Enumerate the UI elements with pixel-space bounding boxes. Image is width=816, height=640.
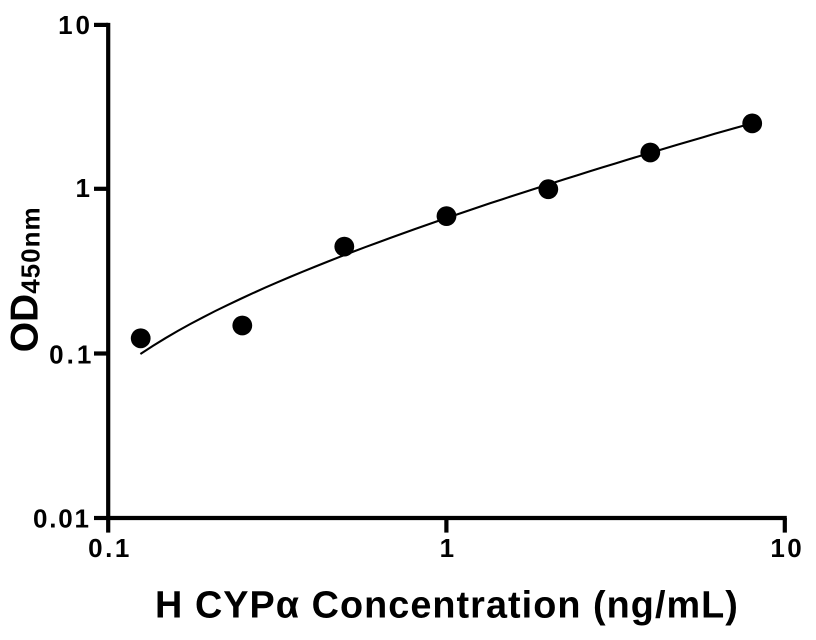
svg-text:10: 10 (770, 533, 804, 563)
svg-text:0.01: 0.01 (33, 503, 91, 533)
svg-text:1: 1 (440, 533, 454, 563)
svg-text:1: 1 (76, 173, 90, 203)
svg-text:H CYPα Concentration (ng/mL): H CYPα Concentration (ng/mL) (155, 585, 739, 627)
svg-text:0.1: 0.1 (88, 533, 132, 563)
svg-text:0.1: 0.1 (49, 339, 94, 369)
svg-text:10: 10 (58, 10, 93, 40)
